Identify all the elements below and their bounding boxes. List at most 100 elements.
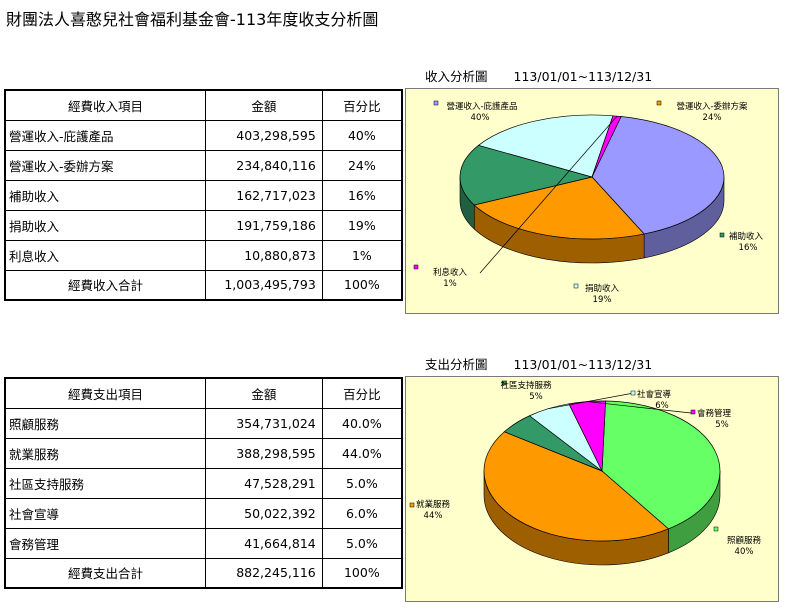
expense-item: 社區支持服務 <box>4 467 206 499</box>
pie-label-0-1: 營運收入-委辦方案 <box>676 101 748 112</box>
income-total-label: 經費收入合計 <box>4 269 206 301</box>
income-chart: 營運收入-庇護產品 40% 營運收入-委辦方案 24% 補助收入 16% 捐助收入 19% 利息… <box>405 88 779 314</box>
expense-pct: 40.0% <box>321 407 403 439</box>
income-amount: 162,717,023 <box>204 179 323 211</box>
pie-pct-1-1: 44% <box>424 511 443 521</box>
expense-total-amount: 882,245,116 <box>204 557 323 589</box>
income-chart-caption: 收入分析圖 113/01/01~113/12/31 <box>425 66 652 85</box>
table-row: 利息收入 10,880,873 1% <box>4 239 403 271</box>
pie-pct-0-0: 40% <box>471 113 490 123</box>
income-pct: 19% <box>321 209 403 241</box>
expense-pct: 5.0% <box>321 527 403 559</box>
income-header-item: 經費收入項目 <box>4 89 206 121</box>
expense-amount: 50,022,392 <box>204 497 323 529</box>
legend-swatch-0-3 <box>573 283 579 289</box>
table-row: 照顧服務 354,731,024 40.0% <box>4 407 403 439</box>
expense-item: 社會宣導 <box>4 497 206 529</box>
pie-label-0-3: 捐助收入 <box>585 283 620 294</box>
table-row: 社會宣導 50,022,392 6.0% <box>4 497 403 529</box>
income-item: 捐助收入 <box>4 209 206 241</box>
income-item: 營運收入-庇護產品 <box>4 119 206 151</box>
expense-amount: 41,664,814 <box>204 527 323 559</box>
pie-slice-0-2 <box>459 144 594 206</box>
expense-chart: 照顧服務 40% 就業服務 44% 社區支持服務 5% 社會宣導 6% 會務管理 5% <box>405 376 779 602</box>
pie-slice-0-0 <box>591 116 725 235</box>
pie-label-1-1: 就業服務 <box>416 499 451 510</box>
pie-slice-1-1 <box>483 431 670 542</box>
income-pct: 24% <box>321 149 403 181</box>
pie-pct-0-4: 1% <box>443 279 457 289</box>
income-table: 經費收入項目 金額 百分比 營運收入-庇護產品 403,298,595 40% … <box>4 89 403 301</box>
expense-table: 經費支出項目 金額 百分比 照顧服務 354,731,024 40.0% 就業服… <box>4 377 403 589</box>
income-total-pct: 100% <box>321 269 403 301</box>
pie-slice-0-4 <box>591 115 622 178</box>
expense-pct: 6.0% <box>321 497 403 529</box>
legend-swatch-0-4 <box>413 264 419 270</box>
pie-label-0-0: 營運收入-庇護產品 <box>446 101 517 112</box>
income-item: 利息收入 <box>4 239 206 271</box>
income-pct: 1% <box>321 239 403 271</box>
income-total-row: 經費收入合計 1,003,495,793 100% <box>4 269 403 301</box>
income-amount: 10,880,873 <box>204 239 323 271</box>
income-total-amount: 1,003,495,793 <box>204 269 323 301</box>
pie-label-0-4: 利息收入 <box>433 267 468 278</box>
pie-label-1-2: 社區支持服務 <box>500 380 552 391</box>
income-header-amount: 金額 <box>204 89 323 121</box>
page-title: 財團法人喜憨兒社會福利基金會-113年度收支分析圖 <box>6 10 379 29</box>
expense-pct: 44.0% <box>321 437 403 469</box>
expense-item: 就業服務 <box>4 437 206 469</box>
income-item: 營運收入-委辦方案 <box>4 149 206 181</box>
table-row: 就業服務 388,298,595 44.0% <box>4 437 403 469</box>
expense-table-header: 經費支出項目 金額 百分比 <box>4 377 403 409</box>
expense-total-pct: 100% <box>321 557 403 589</box>
income-header-pct: 百分比 <box>321 89 403 121</box>
income-chart-title: 收入分析圖 <box>425 69 488 84</box>
pie-leader-0-4 <box>479 115 618 274</box>
pie-tops <box>459 114 725 240</box>
pie-pct-1-4: 5% <box>715 420 729 430</box>
expense-header-item: 經費支出項目 <box>4 377 206 409</box>
pie-leader-1-3 <box>548 392 635 410</box>
legend-swatch-1-0 <box>713 526 719 532</box>
income-chart-period: 113/01/01~113/12/31 <box>513 69 653 84</box>
legend-swatch-0-0 <box>433 100 439 106</box>
income-pct: 40% <box>321 119 403 151</box>
pie-label-1-3: 社會宣導 <box>637 389 672 400</box>
expense-chart-period: 113/01/01~113/12/31 <box>513 357 653 372</box>
legend-swatch-1-2 <box>501 380 507 386</box>
income-amount: 403,298,595 <box>204 119 323 151</box>
table-row: 營運收入-委辦方案 234,840,116 24% <box>4 149 403 181</box>
income-item: 補助收入 <box>4 179 206 211</box>
expense-total-label: 經費支出合計 <box>4 557 206 589</box>
pie-label-0-2: 補助收入 <box>729 231 764 242</box>
pie-pct-1-0: 40% <box>735 547 754 557</box>
legend-swatch-1-3 <box>630 390 636 396</box>
legend-swatch-1-4 <box>690 409 696 415</box>
table-row: 社區支持服務 47,528,291 5.0% <box>4 467 403 499</box>
table-row: 營運收入-庇護產品 403,298,595 40% <box>4 119 403 151</box>
legend-swatch-1-1 <box>409 502 415 508</box>
pie-slice-1-0 <box>601 400 721 530</box>
expense-chart-title: 支出分析圖 <box>425 357 488 372</box>
expense-total-row: 經費支出合計 882,245,116 100% <box>4 557 403 589</box>
pie-slice-0-3 <box>477 114 614 178</box>
table-row: 會務管理 41,664,814 5.0% <box>4 527 403 559</box>
table-row: 捐助收入 191,759,186 19% <box>4 209 403 241</box>
pie-slice-0-1 <box>473 176 645 240</box>
income-pct: 16% <box>321 179 403 211</box>
pie-label-1-0: 照顧服務 <box>727 535 762 546</box>
expense-item: 會務管理 <box>4 527 206 559</box>
pie-pct-1-2: 5% <box>529 392 543 402</box>
expense-header-pct: 百分比 <box>321 377 403 409</box>
pie-pct-0-2: 16% <box>739 243 758 253</box>
expense-amount: 47,528,291 <box>204 467 323 499</box>
pie-pct-1-3: 6% <box>655 401 669 411</box>
pie-tops <box>483 400 721 542</box>
legend-swatch-0-1 <box>656 100 662 106</box>
pie-pct-0-3: 19% <box>593 295 612 305</box>
expense-chart-caption: 支出分析圖 113/01/01~113/12/31 <box>425 354 652 373</box>
